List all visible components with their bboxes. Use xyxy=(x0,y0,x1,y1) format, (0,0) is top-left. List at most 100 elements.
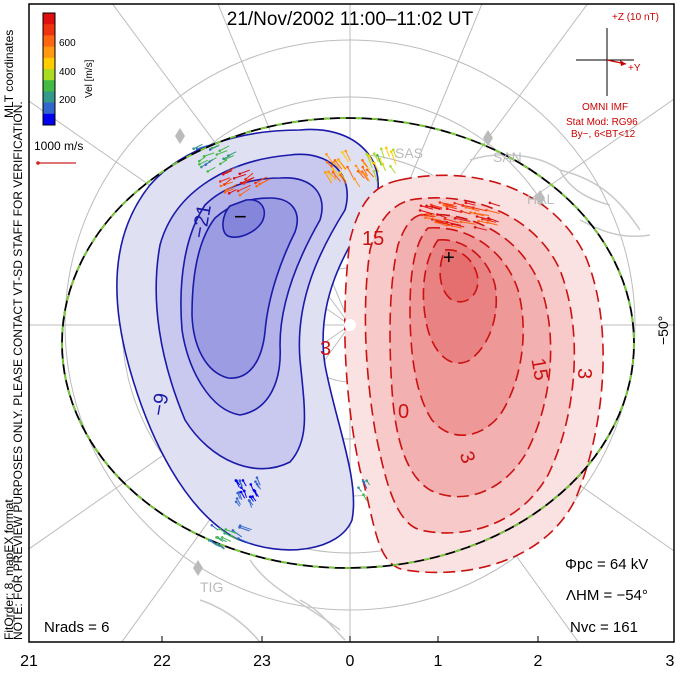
fit-order-label: FitOrder: 8, mapEX format xyxy=(2,499,16,640)
velocity-vector-origin xyxy=(372,169,376,173)
velocity-vector xyxy=(256,179,268,187)
velocity-vector xyxy=(228,189,237,194)
velocity-vector-origin xyxy=(235,479,238,483)
velocity-vector-origin xyxy=(425,212,429,216)
contour-label: 15 xyxy=(526,356,552,382)
velocity-vector-origin xyxy=(200,165,203,169)
velocity-vector xyxy=(239,169,250,175)
convection-boundary xyxy=(61,117,635,569)
velocity-vector-origin xyxy=(391,148,395,152)
velocity-vector-origin xyxy=(252,488,256,492)
velocity-vector-origin xyxy=(231,529,235,532)
velocity-vector xyxy=(446,221,462,226)
velocity-vector xyxy=(470,211,485,217)
velocity-vector xyxy=(216,150,228,155)
color-bar-tick: 400 xyxy=(59,67,76,78)
station-labels: SAS SAN HAL TIG xyxy=(200,145,554,595)
velocity-vector xyxy=(225,529,237,535)
velocity-vector-origin xyxy=(222,172,225,176)
velocity-vector xyxy=(219,528,230,536)
velocity-vector-origin xyxy=(224,528,228,531)
velocity-vector-origin xyxy=(331,167,335,171)
velocity-vector xyxy=(373,171,378,183)
velocity-vector-origin xyxy=(372,152,376,155)
velocity-vector xyxy=(225,155,235,160)
velocity-vector-origin xyxy=(357,486,360,489)
velocity-vector xyxy=(465,202,476,206)
velocity-vectors xyxy=(192,143,501,550)
velocity-vector xyxy=(217,536,227,543)
velocity-vector-origin xyxy=(365,168,369,172)
velocity-vector xyxy=(239,188,250,196)
velocity-vector-origin xyxy=(238,480,242,483)
velocity-vector-origin xyxy=(469,211,472,214)
velocity-vector-origin xyxy=(338,173,342,177)
velocity-vector xyxy=(223,170,233,175)
vector-count: Nvc = 161 xyxy=(570,619,638,636)
velocity-vector xyxy=(465,206,480,212)
velocity-vector xyxy=(238,538,250,544)
velocity-vector xyxy=(337,159,347,170)
axis-tick-label: 22 xyxy=(153,653,171,670)
velocity-vector xyxy=(435,221,446,226)
pole-marker xyxy=(344,319,356,331)
velocity-vector-origin xyxy=(227,191,231,195)
velocity-vector-origin xyxy=(471,206,475,210)
velocity-vector-origin xyxy=(425,204,428,208)
velocity-vector xyxy=(431,204,443,209)
velocity-vector-origin xyxy=(219,184,223,188)
color-bar-segment xyxy=(43,80,55,92)
velocity-vector xyxy=(339,174,347,184)
color-bar-segment xyxy=(43,24,55,36)
velocity-vector-origin xyxy=(344,149,347,153)
velocity-vector-origin xyxy=(198,162,201,166)
velocity-vector-origin xyxy=(445,207,449,211)
velocity-vector-origin xyxy=(488,201,492,205)
velocity-vector xyxy=(224,188,234,193)
velocity-vector xyxy=(327,171,333,182)
velocity-vector-origin xyxy=(235,497,239,500)
latitude-label: −50° xyxy=(655,316,671,345)
velocity-vector xyxy=(347,166,354,179)
velocity-color-bar xyxy=(43,13,55,126)
velocity-vector xyxy=(443,204,454,208)
axis-tick-label: 3 xyxy=(666,653,675,670)
contour-label: 0 xyxy=(398,401,409,423)
velocity-vector xyxy=(364,173,371,182)
velocity-vector-origin xyxy=(361,165,365,169)
station-label: TIG xyxy=(200,579,223,595)
velocity-vector xyxy=(219,145,230,152)
velocity-vector-origin xyxy=(323,170,327,174)
color-bar-segment xyxy=(43,13,55,25)
velocity-vector-origin xyxy=(224,188,228,192)
velocity-vector xyxy=(196,145,208,150)
velocity-vector-origin xyxy=(453,217,457,220)
coordinates-label: MLT coordinates xyxy=(2,30,16,118)
contour-label: −9 xyxy=(148,392,174,418)
radar-site-icon xyxy=(193,560,203,576)
axis-tick-label: 2 xyxy=(534,653,543,670)
velocity-vector xyxy=(446,224,462,229)
velocity-vector xyxy=(211,524,219,531)
velocity-vector-origin xyxy=(325,160,329,164)
velocity-vector xyxy=(447,208,463,214)
color-bar-segment xyxy=(43,69,55,81)
velocity-vector-origin xyxy=(420,213,424,217)
velocity-vector xyxy=(390,165,396,174)
velocity-vector xyxy=(255,176,267,184)
velocity-vector xyxy=(373,153,379,163)
velocity-vector-origin xyxy=(239,490,243,494)
velocity-vector-origin xyxy=(337,159,340,162)
velocity-vector-origin xyxy=(215,153,219,156)
velocity-vector xyxy=(473,207,487,212)
velocity-vector-origin xyxy=(229,534,233,538)
positive-cell xyxy=(344,174,604,574)
velocity-vector xyxy=(245,172,254,180)
velocity-vector xyxy=(425,217,441,221)
velocity-vector xyxy=(232,530,243,538)
velocity-vector xyxy=(208,539,218,546)
velocity-vector xyxy=(224,178,232,185)
velocity-vector xyxy=(220,177,231,182)
velocity-vector xyxy=(486,209,500,214)
